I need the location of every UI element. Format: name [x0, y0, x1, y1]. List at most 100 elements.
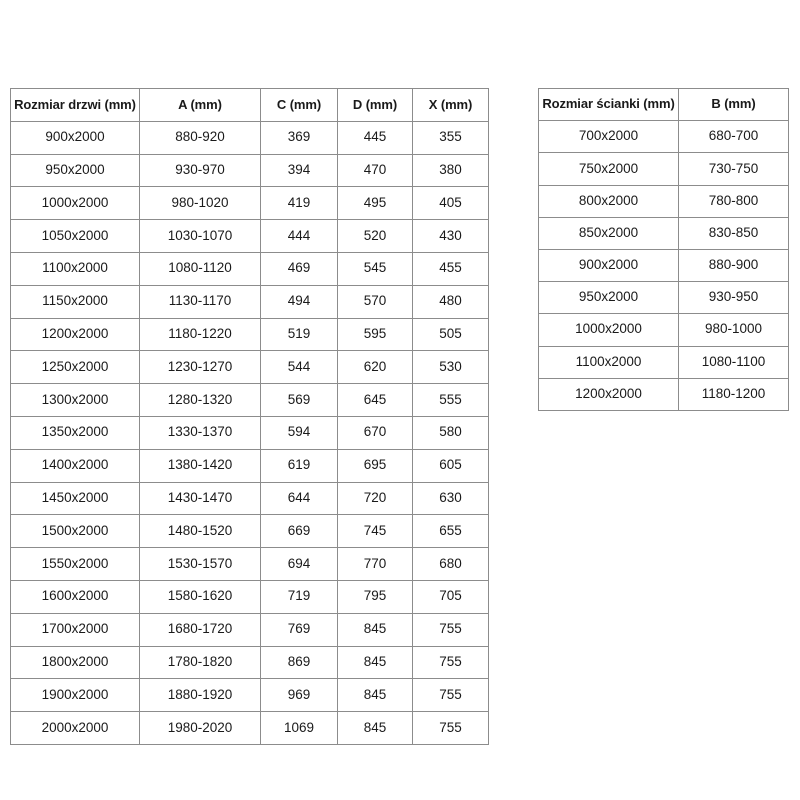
cell-a: 1480-1520	[139, 514, 261, 549]
cell-d: 520	[337, 219, 413, 253]
table-row: 950x2000 930-950	[538, 281, 789, 315]
cell-d: 845	[337, 645, 413, 680]
cell-door-size: 1600x2000	[10, 579, 140, 614]
cell-c: 369	[260, 120, 338, 155]
cell-b: 730-750	[678, 152, 789, 186]
door-table-body: 900x2000 880-920 369 445 355 950x2000 930-970 3…	[10, 120, 489, 745]
table-row: 1100x2000 1080-1100	[538, 345, 789, 379]
cell-x: 380	[412, 153, 489, 188]
cell-x: 605	[412, 448, 489, 483]
table-row: 1000x2000 980-1020 419 495 405	[10, 186, 489, 221]
cell-c: 619	[260, 448, 338, 483]
cell-a: 1980-2020	[139, 711, 261, 745]
cell-d: 645	[337, 383, 413, 417]
cell-door-size: 1800x2000	[10, 645, 140, 680]
cell-d: 720	[337, 481, 413, 516]
cell-a: 1880-1920	[139, 678, 261, 713]
wall-table-body: 700x2000 680-700 750x2000 730-750 800x2000 78…	[538, 120, 789, 411]
cell-x: 755	[412, 678, 489, 713]
column-header-c: C (mm)	[260, 88, 338, 122]
cell-c: 1069	[260, 711, 338, 745]
table-row: 1150x2000 1130-1170 494 570 480	[10, 284, 489, 319]
cell-b: 680-700	[678, 120, 789, 154]
cell-b: 1080-1100	[678, 345, 789, 379]
door-table-header: Rozmiar drzwi (mm) A (mm) C (mm) D (mm) …	[10, 88, 489, 122]
cell-x: 755	[412, 612, 489, 647]
cell-c: 444	[260, 219, 338, 253]
cell-d: 745	[337, 514, 413, 549]
table-row: 1000x2000 980-1000	[538, 313, 789, 347]
table-row: 1700x2000 1680-1720 769 845 755	[10, 612, 489, 647]
cell-a: 880-920	[139, 120, 261, 155]
table-row: 900x2000 880-920 369 445 355	[10, 120, 489, 155]
table-row: 750x2000 730-750	[538, 152, 789, 186]
cell-c: 719	[260, 579, 338, 614]
table-row: 1600x2000 1580-1620 719 795 705	[10, 579, 489, 614]
cell-a: 1080-1120	[139, 251, 261, 286]
cell-door-size: 1700x2000	[10, 612, 140, 647]
cell-door-size: 1000x2000	[10, 186, 140, 221]
cell-wall-size: 750x2000	[538, 152, 679, 186]
column-header-door-size: Rozmiar drzwi (mm)	[10, 88, 140, 122]
cell-d: 495	[337, 186, 413, 221]
table-row: 1550x2000 1530-1570 694 770 680	[10, 547, 489, 581]
table-row: 1400x2000 1380-1420 619 695 605	[10, 448, 489, 483]
cell-d: 795	[337, 579, 413, 614]
table-row: 1200x2000 1180-1220 519 595 505	[10, 317, 489, 352]
cell-door-size: 1050x2000	[10, 219, 140, 253]
cell-wall-size: 700x2000	[538, 120, 679, 154]
cell-x: 755	[412, 711, 489, 745]
table-row: 1200x2000 1180-1200	[538, 377, 789, 411]
cell-door-size: 1200x2000	[10, 317, 140, 352]
cell-d: 845	[337, 612, 413, 647]
cell-wall-size: 1000x2000	[538, 313, 679, 347]
cell-c: 519	[260, 317, 338, 352]
table-row: 1450x2000 1430-1470 644 720 630	[10, 481, 489, 516]
cell-door-size: 1150x2000	[10, 284, 140, 319]
cell-x: 430	[412, 219, 489, 253]
cell-d: 595	[337, 317, 413, 352]
table-row: 900x2000 880-900	[538, 248, 789, 283]
table-row: 1350x2000 1330-1370 594 670 580	[10, 415, 489, 450]
cell-wall-size: 950x2000	[538, 281, 679, 315]
cell-d: 695	[337, 448, 413, 483]
table-row: 1100x2000 1080-1120 469 545 455	[10, 251, 489, 286]
cell-wall-size: 1200x2000	[538, 377, 679, 411]
column-header-x: X (mm)	[412, 88, 489, 122]
cell-d: 770	[337, 547, 413, 581]
table-row: 1300x2000 1280-1320 569 645 555	[10, 383, 489, 417]
column-header-a: A (mm)	[139, 88, 261, 122]
cell-x: 480	[412, 284, 489, 319]
table-row: 1500x2000 1480-1520 669 745 655	[10, 514, 489, 549]
table-row: 800x2000 780-800	[538, 184, 789, 218]
cell-a: 1430-1470	[139, 481, 261, 516]
cell-door-size: 1350x2000	[10, 415, 140, 450]
cell-a: 930-970	[139, 153, 261, 188]
cell-a: 1280-1320	[139, 383, 261, 417]
cell-c: 469	[260, 251, 338, 286]
cell-door-size: 1100x2000	[10, 251, 140, 286]
table-row: 950x2000 930-970 394 470 380	[10, 153, 489, 188]
cell-door-size: 1250x2000	[10, 350, 140, 385]
cell-c: 969	[260, 678, 338, 713]
cell-c: 419	[260, 186, 338, 221]
cell-c: 394	[260, 153, 338, 188]
cell-d: 445	[337, 120, 413, 155]
cell-d: 545	[337, 251, 413, 286]
table-row: 1900x2000 1880-1920 969 845 755	[10, 678, 489, 713]
cell-b: 930-950	[678, 281, 789, 315]
wall-panel-size-table: Rozmiar ścianki (mm) B (mm) 700x2000 680-…	[538, 87, 789, 411]
cell-c: 869	[260, 645, 338, 680]
cell-a: 1030-1070	[139, 219, 261, 253]
cell-wall-size: 850x2000	[538, 216, 679, 250]
cell-d: 670	[337, 415, 413, 450]
cell-b: 980-1000	[678, 313, 789, 347]
door-size-table: Rozmiar drzwi (mm) A (mm) C (mm) D (mm) …	[10, 88, 489, 745]
cell-wall-size: 800x2000	[538, 184, 679, 218]
column-header-d: D (mm)	[337, 88, 413, 122]
column-header-b: B (mm)	[678, 87, 789, 122]
cell-x: 580	[412, 415, 489, 450]
table-row: 1050x2000 1030-1070 444 520 430	[10, 219, 489, 253]
cell-c: 769	[260, 612, 338, 647]
cell-d: 570	[337, 284, 413, 319]
